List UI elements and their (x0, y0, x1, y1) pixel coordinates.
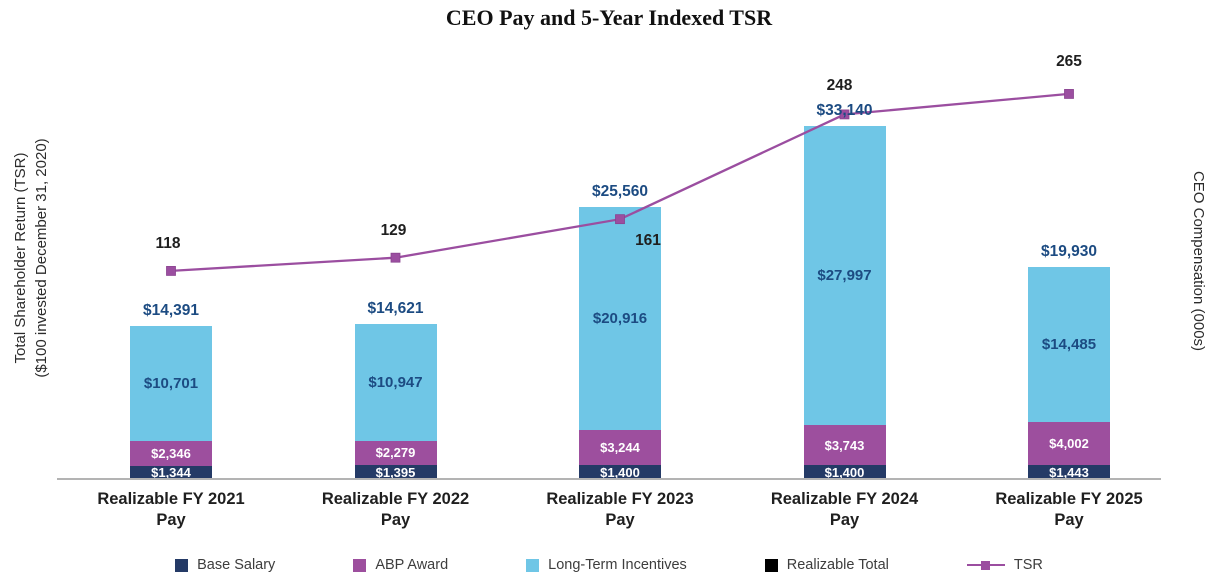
bar-total-label: $19,930 (1040, 243, 1098, 261)
tsr-value-label: 248 (826, 77, 853, 95)
chart-title: CEO Pay and 5-Year Indexed TSR (445, 5, 773, 30)
bar-segment-long-term-incentives: $14,485 (1028, 267, 1110, 422)
bar-segment-base-salary: $1,344 (130, 465, 212, 481)
bar-total-label: $33,140 (816, 102, 873, 120)
bar-segment-value: $1,400 (824, 465, 865, 481)
bar-segment-base-salary: $1,400 (803, 465, 886, 481)
bar-segment-base-salary: $1,395 (354, 465, 437, 481)
category-label: Realizable FY 2023 Pay (546, 490, 694, 530)
legend-swatch (175, 558, 189, 572)
bar-total-label: $14,621 (367, 299, 424, 317)
bar-segment-value: $3,244 (600, 440, 640, 456)
bar-segment-value: $3,743 (824, 437, 865, 453)
bar-segment-long-term-incentives: $10,701 (130, 326, 212, 441)
bar-segment-abp-award: $2,346 (130, 440, 212, 466)
legend-line-marker-swatch (966, 559, 1005, 572)
bar-segment-long-term-incentives: $27,997 (803, 126, 886, 426)
x-axis-line (57, 478, 1161, 480)
legend-label: ABP Award (375, 557, 449, 573)
bar-segment-value: $1,443 (1049, 464, 1089, 480)
legend: Base Salary ABP Award Long-Term Incentives… (0, 557, 1218, 573)
bar-segment-value: $4,002 (1049, 435, 1089, 451)
bar-segment-value: $1,400 (600, 465, 640, 481)
legend-swatch (353, 558, 367, 572)
legend-swatch (764, 558, 778, 572)
category-label: Realizable FY 2024 Pay (770, 490, 919, 530)
tsr-value-label: 129 (380, 221, 407, 239)
legend-label: Realizable Total (786, 557, 889, 573)
bar-segment-value: $1,395 (375, 465, 416, 481)
bar-segment-long-term-incentives: $10,947 (354, 323, 437, 441)
left-axis-label-line2: ($100 invested December 31, 2020) (33, 138, 50, 378)
right-axis-label: CEO Compensation (000s) (1190, 170, 1207, 352)
bar-segment-abp-award: $4,002 (1028, 421, 1110, 465)
bar-segment-abp-award: $3,244 (579, 430, 661, 466)
tsr-marker (166, 266, 176, 276)
bar-segment-base-salary: $1,443 (1028, 464, 1110, 480)
category-label: Realizable FY 2021 Pay (97, 490, 245, 530)
bar-segment-abp-award: $2,279 (354, 440, 437, 466)
bar-segment-value: $10,947 (368, 373, 423, 391)
legend-item-tsr: TSR (966, 557, 1043, 573)
bar-segment-value: $27,997 (817, 267, 872, 285)
bar-segment-value: $10,701 (143, 374, 199, 392)
tsr-value-label: 118 (155, 234, 181, 252)
left-axis-label: Total Shareholder Return (TSR) ($100 inv… (10, 68, 54, 448)
category-label: Realizable FY 2022 Pay (321, 490, 470, 530)
legend-item-base-salary: Base Salary (175, 557, 275, 573)
tsr-marker (390, 252, 401, 263)
legend-swatch (526, 558, 540, 572)
bar-segment-value: $2,346 (151, 445, 191, 461)
legend-label: Long-Term Incentives (548, 557, 687, 573)
tsr-value-label: 265 (1056, 52, 1082, 70)
bar-segment-abp-award: $3,743 (803, 425, 886, 466)
legend-label: Base Salary (197, 557, 276, 573)
tsr-value-label: 161 (635, 232, 661, 250)
legend-item-realizable-total: Realizable Total (764, 557, 889, 573)
bar-total-label: $14,391 (142, 302, 200, 320)
category-label: Realizable FY 2025 Pay (995, 490, 1143, 530)
tsr-marker (1064, 89, 1074, 99)
bar-segment-base-salary: $1,400 (579, 465, 661, 480)
legend-label: TSR (1013, 557, 1043, 573)
legend-item-abp-award: ABP Award (353, 557, 448, 573)
bar-segment-value: $2,279 (375, 445, 416, 461)
legend-item-long-term-incentives: Long-Term Incentives (526, 557, 687, 573)
bar-total-label: $25,560 (591, 183, 649, 201)
bar-segment-value: $14,485 (1041, 335, 1097, 353)
left-axis-label-line1: Total Shareholder Return (TSR) (12, 152, 29, 364)
bar-segment-value: $1,344 (151, 465, 191, 481)
bar-segment-value: $20,916 (592, 310, 648, 328)
